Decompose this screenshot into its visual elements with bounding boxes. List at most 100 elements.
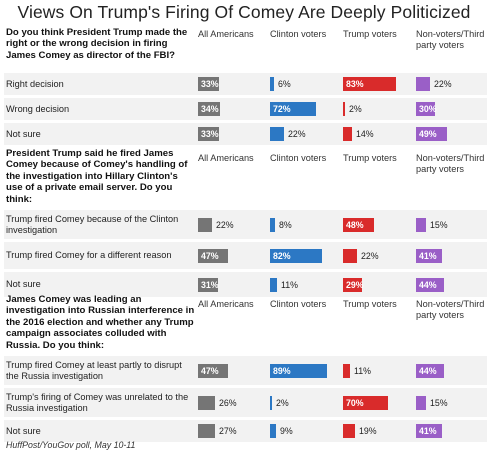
bar-value-label: 44% xyxy=(419,366,437,376)
bar xyxy=(343,102,345,116)
row-label: Trump fired Comey for a different reason xyxy=(6,250,172,260)
bar-value-label: 26% xyxy=(219,398,237,408)
column-header: Clinton voters xyxy=(270,299,327,309)
question-text: President Trump said he fired James Come… xyxy=(6,148,188,205)
bar xyxy=(198,424,215,438)
row-background xyxy=(4,123,487,145)
column-header: All Americans xyxy=(198,299,254,309)
bar-value-label: 44% xyxy=(419,280,437,290)
bar xyxy=(343,396,388,410)
row-background xyxy=(4,420,487,442)
bar-value-label: 83% xyxy=(346,79,364,89)
bar xyxy=(343,278,362,292)
table-row: Right decision 33% 6% 83% 22% xyxy=(0,73,488,95)
row-label: Right decision xyxy=(6,79,64,89)
bar-value-label: 22% xyxy=(288,129,306,139)
bar xyxy=(270,249,322,263)
row-background xyxy=(4,356,487,385)
bar xyxy=(270,364,327,378)
bar xyxy=(198,278,218,292)
bar xyxy=(343,77,396,91)
bar-value-label: 8% xyxy=(279,220,292,230)
bar xyxy=(270,396,272,410)
bar xyxy=(343,424,355,438)
bar-value-label: 41% xyxy=(419,251,437,261)
column-header: Clinton voters xyxy=(270,153,327,163)
bar xyxy=(198,218,212,232)
row-label: Trump fired Comey because of the Clinton… xyxy=(6,214,179,235)
bar-value-label: 29% xyxy=(346,280,364,290)
bar-value-label: 72% xyxy=(273,104,291,114)
row-background xyxy=(4,210,487,239)
bar xyxy=(343,127,352,141)
column-header: Trump voters xyxy=(343,299,397,309)
source-note: HuffPost/YouGov poll, May 10-11 xyxy=(6,440,136,450)
bar-value-label: 11% xyxy=(354,366,371,376)
question-text: Do you think President Trump made the ri… xyxy=(6,27,188,61)
table-row: Trump fired Comey because of the Clinton… xyxy=(0,210,488,239)
row-label: Not sure xyxy=(6,129,41,139)
table-row: Not sure 33% 22% 14% 49% xyxy=(0,123,488,145)
bar-value-label: 48% xyxy=(346,220,364,230)
bar xyxy=(343,249,357,263)
bar xyxy=(416,396,426,410)
row-background xyxy=(4,242,487,269)
bar xyxy=(416,278,444,292)
question-text: James Comey was leading an investigation… xyxy=(6,294,195,351)
column-header: All Americans xyxy=(198,153,254,163)
column-header: Non-voters/Third party voters xyxy=(416,153,485,174)
row-background xyxy=(4,272,487,297)
bar-value-label: 47% xyxy=(201,251,219,261)
bar xyxy=(343,364,350,378)
bar xyxy=(270,102,316,116)
row-label: Not sure xyxy=(6,426,41,436)
column-header: Trump voters xyxy=(343,153,397,163)
bar-value-label: 34% xyxy=(201,104,219,114)
bar-value-label: 41% xyxy=(419,426,437,436)
bar xyxy=(416,364,444,378)
bar xyxy=(198,364,228,378)
bar xyxy=(270,77,274,91)
bar-value-label: 19% xyxy=(359,426,377,436)
bar xyxy=(198,77,219,91)
bar xyxy=(416,218,426,232)
bar xyxy=(416,77,430,91)
bar-value-label: 49% xyxy=(419,129,437,139)
bar-value-label: 47% xyxy=(201,366,219,376)
bar xyxy=(416,249,442,263)
column-header: Non-voters/Third party voters xyxy=(416,29,485,50)
table-row: Trump fired Comey at least partly to dis… xyxy=(0,356,488,385)
bar-value-label: 6% xyxy=(278,79,291,89)
bar xyxy=(416,102,435,116)
bar-value-label: 89% xyxy=(273,366,291,376)
column-header: Trump voters xyxy=(343,29,397,39)
bar xyxy=(198,396,215,410)
bar xyxy=(343,218,374,232)
bar xyxy=(270,218,275,232)
bar-value-label: 82% xyxy=(273,251,291,261)
bar-value-label: 15% xyxy=(430,220,448,230)
bar xyxy=(270,424,276,438)
bar-value-label: 14% xyxy=(356,129,374,139)
bar xyxy=(198,102,220,116)
bar-value-label: 9% xyxy=(280,426,293,436)
bar-value-label: 70% xyxy=(346,398,364,408)
bar-value-label: 33% xyxy=(201,129,219,139)
bar-value-label: 2% xyxy=(349,104,362,114)
bar-value-label: 22% xyxy=(216,220,234,230)
bar xyxy=(416,424,442,438)
bar-value-label: 22% xyxy=(434,79,452,89)
bar-value-label: 2% xyxy=(276,398,289,408)
row-label: Wrong decision xyxy=(6,104,70,114)
bar-value-label: 22% xyxy=(361,251,379,261)
row-label: Trump's firing of Comey was unrelated to… xyxy=(6,392,189,413)
row-background xyxy=(4,98,487,120)
table-row: Not sure 27% 9% 19% 41% xyxy=(0,420,488,442)
bar-value-label: 31% xyxy=(201,280,219,290)
bar xyxy=(416,127,447,141)
column-header: Clinton voters xyxy=(270,29,327,39)
bar xyxy=(270,127,284,141)
column-header: Non-voters/Third party voters xyxy=(416,299,485,320)
table-row: Trump fired Comey for a different reason… xyxy=(0,242,488,269)
bar xyxy=(198,127,219,141)
